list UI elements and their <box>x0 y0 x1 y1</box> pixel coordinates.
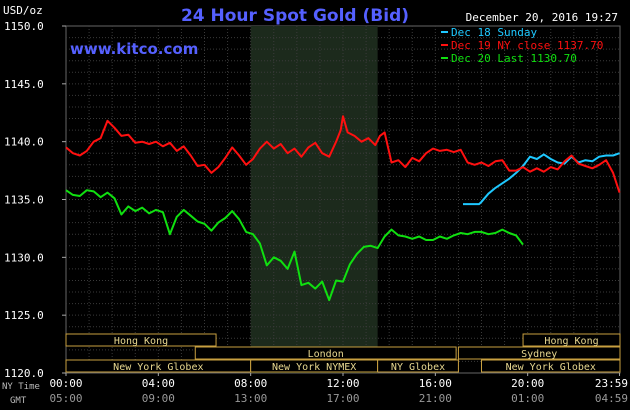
session-box <box>377 359 459 373</box>
y-tick-label: 1150.0 <box>4 20 44 33</box>
legend-entry: Dec 18 Sunday <box>451 26 537 39</box>
session-label: New York Globex <box>506 362 596 373</box>
session-label: Hong Kong <box>114 336 168 347</box>
session-label: Hong Kong <box>544 336 598 347</box>
y-tick-label: 1120.0 <box>4 367 44 380</box>
x-tick-label-gmt: 21:00 <box>419 392 452 405</box>
x-tick-label-ny: 12:00 <box>326 377 359 390</box>
session-box <box>522 333 621 347</box>
y-tick-label: 1135.0 <box>4 194 44 207</box>
session-box <box>194 346 457 360</box>
x-tick-label-gmt: 04:59 <box>595 392 628 405</box>
legend-entry: Dec 19 NY close 1137.70 <box>451 39 603 52</box>
session-label: Sydney <box>521 349 557 360</box>
y-tick-label: 1145.0 <box>4 78 44 91</box>
x-tick-label-gmt: 13:00 <box>234 392 267 405</box>
y-tick-label: 1130.0 <box>4 251 44 264</box>
x-tick-label-ny: 16:00 <box>419 377 452 390</box>
gmt-row-label: GMT <box>10 396 27 406</box>
market-sessions: Hong Kong London New York Globex New York N… <box>65 333 621 373</box>
x-tick-label-ny: 20:00 <box>511 377 544 390</box>
session-box <box>481 359 621 373</box>
session-label: New York Globex <box>113 362 203 373</box>
series-line-2 <box>65 115 621 193</box>
x-tick-label-gmt: 09:00 <box>142 392 175 405</box>
x-axis: NY Time GMT 00:00 05:00 04:00 09:00 08:00 13:00… <box>2 373 628 406</box>
x-tick-label-ny: 00:00 <box>49 377 82 390</box>
x-tick-label-ny: 04:00 <box>142 377 175 390</box>
unit-label: USD/oz <box>3 4 43 17</box>
watermark: www.kitco.com <box>70 40 198 58</box>
session-box <box>457 346 621 360</box>
ny-time-row-label: NY Time <box>2 382 40 392</box>
x-tick-label-gmt: 05:00 <box>49 392 82 405</box>
series-line-1 <box>463 152 620 206</box>
chart-title: 24 Hour Spot Gold (Bid) <box>181 6 409 26</box>
y-tick-label: 1140.0 <box>4 136 44 149</box>
nymex-session-shade <box>250 26 378 373</box>
y-tick-label: 1125.0 <box>4 309 44 322</box>
x-tick-label-gmt: 17:00 <box>326 392 359 405</box>
timestamp: December 20, 2016 19:27 <box>466 11 618 24</box>
session-label: New York NYMEX <box>272 362 356 373</box>
x-tick-label-gmt: 01:00 <box>511 392 544 405</box>
legend-entry: Dec 20 Last 1130.70 <box>451 52 577 65</box>
series-line-3 <box>65 189 524 302</box>
session-label: NY Globex <box>391 362 445 373</box>
session-box <box>65 333 217 347</box>
series-lines <box>65 115 621 302</box>
x-tick-label-ny: 23:59 <box>595 377 628 390</box>
y-axis: 1150.0 1145.0 1140.0 1135.0 1130.0 1125.0 1120… <box>4 20 66 380</box>
x-tick-label-ny: 08:00 <box>234 377 267 390</box>
session-label: London <box>308 349 344 360</box>
